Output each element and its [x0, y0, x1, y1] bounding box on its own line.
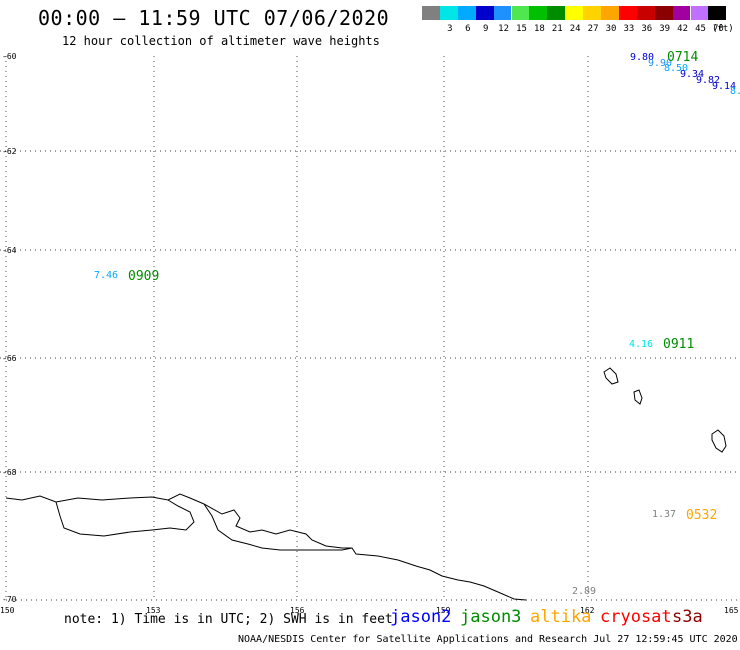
longitude-label: 165 — [724, 606, 739, 615]
legend-label: 70 — [712, 24, 724, 34]
wave-height-value: 2.89 — [572, 586, 596, 597]
legend-label: 21 — [551, 24, 563, 34]
wave-height-value: 9.90 — [648, 58, 672, 69]
latitude-label: -70 — [2, 595, 17, 604]
legend-label: 39 — [659, 24, 671, 34]
legend-label: 9 — [482, 24, 489, 34]
wave-height-value: 9.34 — [680, 69, 704, 80]
longitude-label: 162 — [580, 606, 595, 615]
pass-time-label: 0909 — [128, 269, 159, 284]
legend-swatch — [583, 6, 601, 20]
coast-inlet — [55, 499, 195, 537]
longitude-label: 156 — [290, 606, 305, 615]
pass-time-label: 0911 — [663, 337, 694, 352]
legend-label: 45 — [695, 24, 706, 34]
legend-label: 27 — [587, 24, 599, 34]
legend-label: 36 — [641, 24, 653, 34]
latitude-label: -68 — [2, 468, 17, 477]
legend-swatch — [529, 6, 548, 20]
satellite-name: s3a — [672, 607, 703, 627]
legend-label: 3 — [447, 24, 453, 34]
legend-swatch — [475, 6, 494, 20]
wave-height-value: 8.50 — [664, 63, 688, 74]
satellite-name: jason2 — [390, 607, 452, 627]
legend-label: 12 — [498, 24, 510, 34]
latitude-label: -60 — [2, 52, 17, 61]
coast-inlet-2 — [203, 503, 353, 551]
longitude-label: 159 — [436, 606, 451, 615]
legend-swatch — [493, 6, 512, 20]
legend-swatch — [690, 6, 709, 20]
island-3 — [711, 429, 727, 453]
legend-label: 33 — [623, 24, 635, 34]
legend-swatch — [601, 6, 619, 20]
legend-swatch — [565, 6, 584, 20]
latitude-label: -64 — [2, 246, 17, 255]
longitude-labels: 150 153 156 159 162 165 — [0, 606, 739, 615]
map-grid — [0, 56, 740, 601]
legend-swatch — [422, 6, 440, 20]
wave-height-value: 9.82 — [696, 75, 720, 86]
legend-label: 24 — [569, 24, 581, 34]
wave-height-value: 9.80 — [630, 52, 654, 63]
footnote: note: 1) Time is in UTC; 2) SWH is in fe… — [64, 612, 393, 627]
satellite-name: jason3 — [460, 607, 522, 627]
longitude-label: 153 — [146, 606, 161, 615]
legend-unit: (ft) — [712, 24, 734, 34]
wave-height-value: 9.14 — [712, 81, 736, 92]
legend-swatch — [547, 6, 566, 20]
legend-swatch — [708, 6, 727, 20]
wave-height-value: 7.46 — [94, 270, 118, 281]
island-1 — [603, 367, 619, 385]
pass-time-labels: 0714 0909 0911 0532 — [128, 50, 717, 523]
credit-line: NOAA/NESDIS Center for Satellite Applica… — [238, 634, 738, 645]
longitude-label: 150 — [0, 606, 15, 615]
latitude-label: -66 — [2, 354, 17, 363]
legend-label: 6 — [465, 24, 471, 34]
legend-swatch — [672, 6, 691, 20]
satellite-name: altika — [530, 607, 592, 627]
satellite-name: cryosat — [600, 607, 672, 627]
legend-swatch — [511, 6, 530, 20]
legend-label: 30 — [605, 24, 617, 34]
page-subtitle: 12 hour collection of altimeter wave hei… — [62, 34, 380, 48]
legend-swatch — [618, 6, 637, 20]
latitude-labels: -60 -62 -64 -66 -68 -70 — [2, 52, 17, 604]
coastline — [5, 367, 727, 601]
wave-height-value: 8. — [730, 86, 740, 97]
legend-label: 42 — [677, 24, 689, 34]
legend-label: 18 — [533, 24, 545, 34]
page-title: 00:00 – 11:59 UTC 07/06/2020 — [38, 6, 390, 30]
pass-time-label: 0714 — [667, 50, 698, 65]
legend-swatch — [439, 6, 458, 20]
latitude-label: -62 — [2, 147, 17, 156]
legend-swatch — [636, 6, 655, 20]
wave-height-value: 4.16 — [629, 339, 653, 350]
wave-height-value: 1.37 — [652, 509, 676, 520]
observation-labels: 9.809.908.509.349.829.148. 7.46 4.16 1.37 2.… — [94, 52, 740, 597]
legend-label: 15 — [516, 24, 527, 34]
legend-swatch — [654, 6, 673, 20]
pass-time-label: 0532 — [686, 508, 717, 523]
antarctic-coastline — [5, 493, 527, 601]
legend-swatch — [457, 6, 476, 20]
island-2 — [633, 389, 643, 405]
